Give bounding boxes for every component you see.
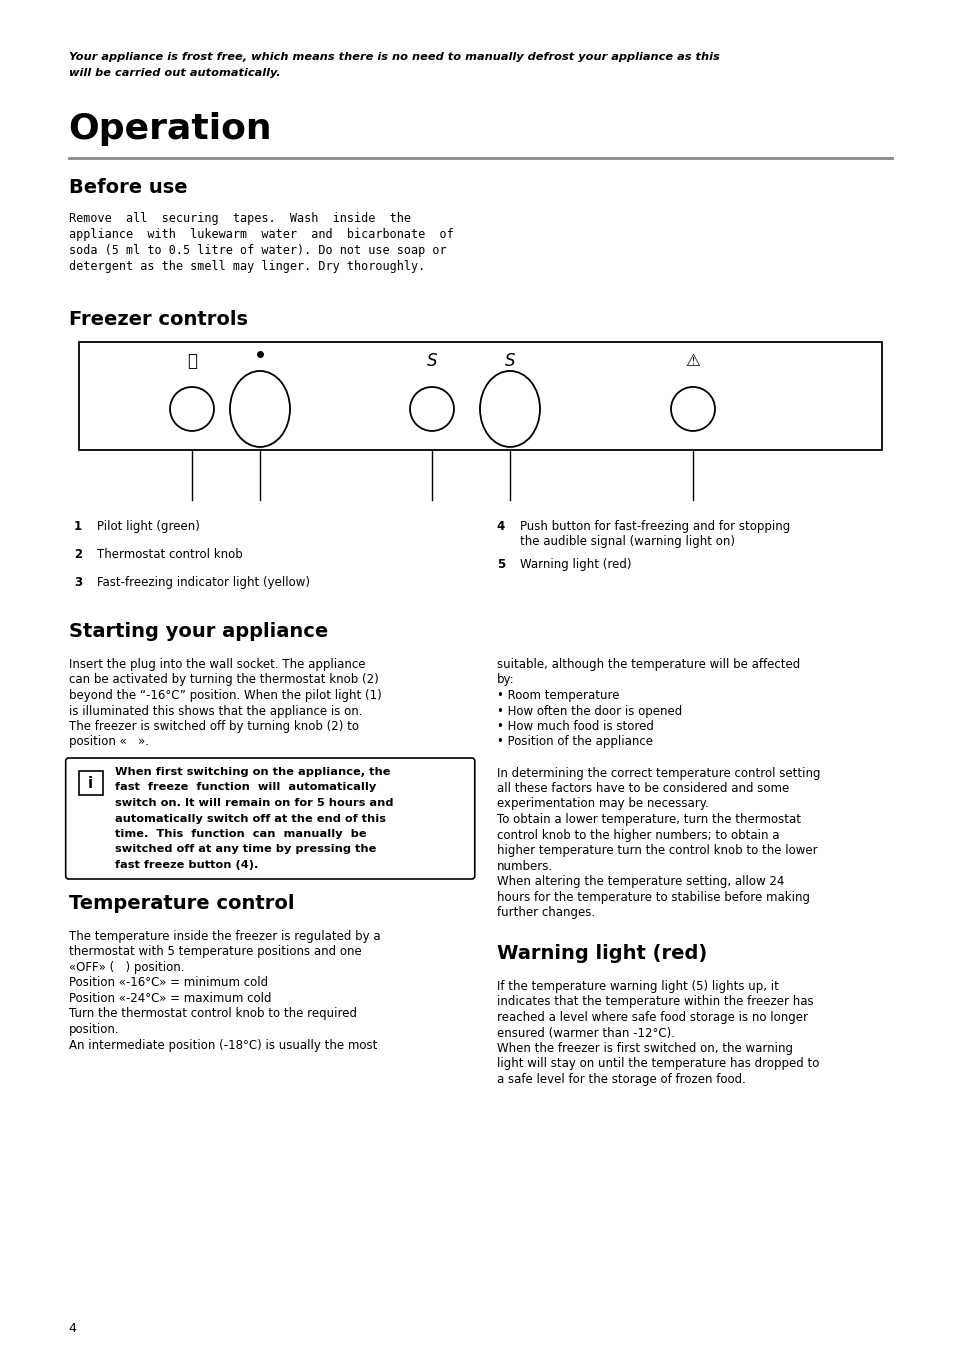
Text: To obtain a lower temperature, turn the thermostat: To obtain a lower temperature, turn the … <box>497 813 800 825</box>
Text: further changes.: further changes. <box>497 907 595 919</box>
Text: 5: 5 <box>497 558 504 571</box>
Text: ⓘ: ⓘ <box>187 353 196 370</box>
Text: Warning light (red): Warning light (red) <box>519 558 631 571</box>
Text: • Room temperature: • Room temperature <box>497 689 618 703</box>
Text: i: i <box>88 775 93 790</box>
Text: S: S <box>426 353 436 370</box>
Text: ensured (warmer than -12°C).: ensured (warmer than -12°C). <box>497 1027 674 1039</box>
Text: An intermediate position (-18°C) is usually the most: An intermediate position (-18°C) is usua… <box>69 1039 376 1051</box>
Text: • How much food is stored: • How much food is stored <box>497 720 653 734</box>
Text: The temperature inside the freezer is regulated by a: The temperature inside the freezer is re… <box>69 929 380 943</box>
Text: In determining the correct temperature control setting: In determining the correct temperature c… <box>497 766 820 780</box>
Text: Warning light (red): Warning light (red) <box>497 944 706 963</box>
Text: switch on. It will remain on for 5 hours and: switch on. It will remain on for 5 hours… <box>114 798 393 808</box>
Text: 2: 2 <box>73 549 82 561</box>
Text: If the temperature warning light (5) lights up, it: If the temperature warning light (5) lig… <box>497 979 778 993</box>
Text: Insert the plug into the wall socket. The appliance: Insert the plug into the wall socket. Th… <box>69 658 365 671</box>
Text: will be carried out automatically.: will be carried out automatically. <box>69 68 280 78</box>
Text: Thermostat control knob: Thermostat control knob <box>96 549 242 561</box>
Text: Temperature control: Temperature control <box>69 894 294 913</box>
Text: position «   ».: position « ». <box>69 735 149 748</box>
Text: ⚠: ⚠ <box>685 353 700 370</box>
Text: soda (5 ml to 0.5 litre of water). Do not use soap or: soda (5 ml to 0.5 litre of water). Do no… <box>69 245 446 257</box>
Text: Pilot light (green): Pilot light (green) <box>96 520 199 534</box>
Text: 1: 1 <box>73 520 82 534</box>
Text: numbers.: numbers. <box>497 859 553 873</box>
Text: Your appliance is frost free, which means there is no need to manually defrost y: Your appliance is frost free, which mean… <box>69 51 719 62</box>
Text: Turn the thermostat control knob to the required: Turn the thermostat control knob to the … <box>69 1008 356 1020</box>
Text: can be activated by turning the thermostat knob (2): can be activated by turning the thermost… <box>69 674 378 686</box>
Text: thermostat with 5 temperature positions and one: thermostat with 5 temperature positions … <box>69 946 361 958</box>
Text: Operation: Operation <box>69 112 272 146</box>
Text: control knob to the higher numbers; to obtain a: control knob to the higher numbers; to o… <box>497 828 779 842</box>
Text: indicates that the temperature within the freezer has: indicates that the temperature within th… <box>497 996 813 1008</box>
Text: time.  This  function  can  manually  be: time. This function can manually be <box>114 830 366 839</box>
Text: Before use: Before use <box>69 178 187 197</box>
Text: The freezer is switched off by turning knob (2) to: The freezer is switched off by turning k… <box>69 720 358 734</box>
Text: beyond the “-16°C” position. When the pilot light (1): beyond the “-16°C” position. When the pi… <box>69 689 381 703</box>
FancyBboxPatch shape <box>66 758 475 880</box>
Text: appliance  with  lukewarm  water  and  bicarbonate  of: appliance with lukewarm water and bicarb… <box>69 228 453 240</box>
Text: detergent as the smell may linger. Dry thoroughly.: detergent as the smell may linger. Dry t… <box>69 259 424 273</box>
Text: • How often the door is opened: • How often the door is opened <box>497 704 681 717</box>
Text: reached a level where safe food storage is no longer: reached a level where safe food storage … <box>497 1011 807 1024</box>
Text: Starting your appliance: Starting your appliance <box>69 621 328 640</box>
Text: 4: 4 <box>69 1323 76 1335</box>
Text: Push button for fast-freezing and for stopping
the audible signal (warning light: Push button for fast-freezing and for st… <box>519 520 789 549</box>
Text: Freezer controls: Freezer controls <box>69 309 248 330</box>
Text: When first switching on the appliance, the: When first switching on the appliance, t… <box>114 767 390 777</box>
Text: fast  freeze  function  will  automatically: fast freeze function will automatically <box>114 782 375 793</box>
Text: • Position of the appliance: • Position of the appliance <box>497 735 652 748</box>
Text: light will stay on until the temperature has dropped to: light will stay on until the temperature… <box>497 1058 819 1070</box>
Bar <box>78 771 103 794</box>
Text: fast freeze button (4).: fast freeze button (4). <box>114 861 258 870</box>
Text: hours for the temperature to stabilise before making: hours for the temperature to stabilise b… <box>497 890 809 904</box>
Text: Remove  all  securing  tapes.  Wash  inside  the: Remove all securing tapes. Wash inside t… <box>69 212 410 226</box>
Text: 4: 4 <box>497 520 504 534</box>
Text: 3: 3 <box>73 576 82 589</box>
Text: Position «-16°C» = minimum cold: Position «-16°C» = minimum cold <box>69 977 268 989</box>
Text: a safe level for the storage of frozen food.: a safe level for the storage of frozen f… <box>497 1073 745 1086</box>
Bar <box>78 342 882 450</box>
Text: When altering the temperature setting, allow 24: When altering the temperature setting, a… <box>497 875 783 888</box>
Text: Fast-freezing indicator light (yellow): Fast-freezing indicator light (yellow) <box>96 576 310 589</box>
Text: position.: position. <box>69 1023 119 1036</box>
Text: by:: by: <box>497 674 514 686</box>
Text: When the freezer is first switched on, the warning: When the freezer is first switched on, t… <box>497 1042 792 1055</box>
Text: automatically switch off at the end of this: automatically switch off at the end of t… <box>114 813 385 824</box>
Text: higher temperature turn the control knob to the lower: higher temperature turn the control knob… <box>497 844 817 857</box>
Text: Position «-24°C» = maximum cold: Position «-24°C» = maximum cold <box>69 992 271 1005</box>
Text: S: S <box>504 353 515 370</box>
Text: all these factors have to be considered and some: all these factors have to be considered … <box>497 782 788 794</box>
Text: experimentation may be necessary.: experimentation may be necessary. <box>497 797 708 811</box>
Text: is illuminated this shows that the appliance is on.: is illuminated this shows that the appli… <box>69 704 362 717</box>
Text: suitable, although the temperature will be affected: suitable, although the temperature will … <box>497 658 800 671</box>
Text: «OFF» (   ) position.: «OFF» ( ) position. <box>69 961 184 974</box>
Text: switched off at any time by pressing the: switched off at any time by pressing the <box>114 844 375 854</box>
